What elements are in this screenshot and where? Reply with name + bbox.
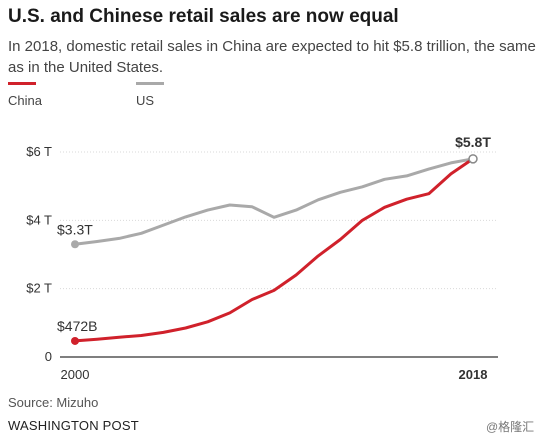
watermark: @格隆汇 <box>486 420 535 434</box>
series-line-china <box>73 157 475 343</box>
source-note: Source: Mizuho <box>8 395 99 410</box>
series-line-us <box>73 157 475 246</box>
x-tick-label: 2018 <box>459 367 488 382</box>
legend: China US <box>0 82 558 112</box>
legend-swatch-us <box>136 82 164 85</box>
y-tick-label: $6 T <box>26 144 52 159</box>
legend-label-us: US <box>136 93 155 108</box>
legend-swatch-china <box>8 82 36 85</box>
legend-item-china: China <box>8 82 42 110</box>
legend-item-us: US <box>136 82 164 110</box>
annotation-label: $5.8T <box>455 134 491 150</box>
y-tick-label: $4 T <box>26 212 52 227</box>
chart-subtitle: In 2018, domestic retail sales in China … <box>8 38 536 76</box>
chart-title: U.S. and Chinese retail sales are now eq… <box>8 6 399 27</box>
x-tick-label: 2000 <box>61 367 90 382</box>
y-tick-label: 0 <box>45 349 52 364</box>
publisher-credit: WASHINGTON POST <box>8 418 139 433</box>
legend-label-china: China <box>8 93 42 108</box>
y-tick-label: $2 T <box>26 281 52 296</box>
annotation-label: $472B <box>57 318 97 334</box>
start-point-china <box>71 336 79 345</box>
end-point-marker <box>468 154 478 164</box>
annotation-label: $3.3T <box>57 221 93 237</box>
start-point-us <box>71 240 79 249</box>
